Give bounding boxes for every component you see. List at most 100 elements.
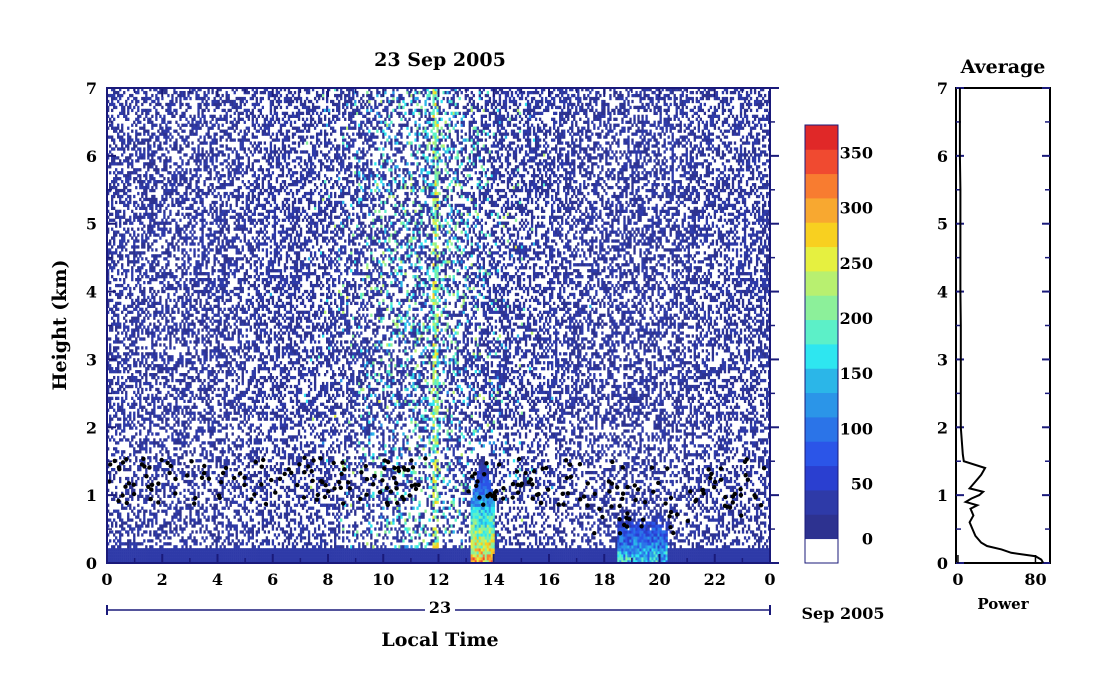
heatmap-cell — [201, 191, 204, 196]
heatmap-cell — [203, 429, 206, 433]
heatmap-cell — [161, 551, 164, 555]
heatmap-cell — [195, 96, 198, 101]
heatmap-cell — [229, 361, 232, 365]
heatmap-cell — [181, 93, 184, 98]
heatmap-cell — [167, 242, 170, 246]
heatmap-cell — [161, 310, 164, 314]
heatmap-cell — [147, 245, 150, 249]
heatmap-cell — [121, 245, 124, 249]
heatmap-cell — [129, 560, 132, 564]
heatmap-cell — [123, 527, 126, 531]
heatmap-cell — [171, 557, 174, 561]
heatmap-cell — [231, 497, 234, 501]
heatmap-cell — [211, 206, 214, 211]
heatmap-cell — [125, 248, 128, 252]
heatmap-cell — [233, 292, 236, 297]
heatmap-cell — [151, 432, 154, 436]
heatmap-cell — [175, 200, 178, 205]
heatmap-cell — [117, 515, 120, 519]
heatmap-cell — [119, 88, 122, 92]
heatmap-cell — [235, 384, 238, 389]
heatmap-cell — [177, 378, 180, 383]
heatmap-cell — [139, 399, 142, 403]
heatmap-cell — [145, 494, 148, 498]
heatmap-cell — [231, 334, 234, 338]
heatmap-cell — [167, 450, 170, 454]
heatmap-cell — [213, 518, 216, 522]
heatmap-cell — [219, 114, 222, 118]
heatmap-cell — [219, 408, 222, 412]
heatmap-cell — [217, 438, 220, 442]
heatmap-cell — [147, 539, 150, 543]
heatmap-cell — [173, 438, 176, 442]
heatmap-cell — [169, 132, 172, 136]
heatmap-cell — [235, 512, 238, 516]
heatmap-cell — [169, 426, 172, 430]
heatmap-cell — [149, 491, 152, 496]
heatmap-cell — [153, 515, 156, 519]
heatmap-cell — [183, 438, 186, 442]
heatmap-cell — [215, 551, 218, 555]
heatmap-cell — [237, 349, 240, 353]
heatmap-cell — [137, 266, 140, 270]
heatmap-cell — [221, 494, 224, 498]
heatmap-cell — [233, 194, 236, 199]
heatmap-cell — [179, 236, 182, 240]
heatmap-cell — [141, 494, 144, 498]
heatmap-cell — [207, 518, 210, 522]
heatmap-cell — [229, 239, 232, 243]
heatmap-cell — [215, 236, 218, 240]
heatmap-cell — [127, 180, 130, 184]
heatmap-cell — [143, 551, 146, 555]
heatmap-cell — [143, 191, 146, 196]
heatmap-cell — [163, 135, 166, 139]
heatmap-cell — [153, 557, 156, 561]
heatmap-cell — [175, 515, 178, 519]
heatmap-cell — [179, 194, 182, 199]
heatmap-cell — [123, 560, 126, 564]
heatmap-cell — [185, 352, 188, 356]
heatmap-cell — [217, 88, 220, 92]
heatmap-cell — [127, 384, 130, 389]
heatmap-cell — [169, 138, 172, 142]
heatmap-cell — [169, 209, 172, 213]
heatmap-cell — [133, 375, 136, 380]
heatmap-cell — [241, 521, 244, 525]
heatmap-cell — [193, 476, 196, 481]
heatmap-cell — [203, 289, 206, 294]
heatmap-cell — [179, 200, 182, 205]
heatmap-cell — [149, 227, 152, 231]
heatmap-cell — [235, 500, 238, 504]
heatmap-cell — [113, 476, 116, 481]
heatmap-cell — [109, 102, 112, 107]
heatmap-cell — [145, 96, 148, 101]
heatmap-cell — [139, 393, 142, 398]
heatmap-cell — [115, 126, 118, 130]
heatmap-cell — [205, 313, 208, 317]
heatmap-cell — [223, 191, 226, 196]
heatmap-cell — [243, 275, 246, 279]
heatmap-cell — [165, 194, 168, 199]
heatmap-cell — [229, 405, 232, 409]
heatmap-cell — [161, 105, 164, 110]
heatmap-cell — [135, 254, 138, 258]
heatmap-cell — [183, 325, 186, 329]
heatmap-cell — [197, 165, 200, 169]
heatmap-cell — [111, 126, 114, 130]
heatmap-cell — [155, 278, 158, 282]
heatmap-cell — [153, 260, 156, 264]
heatmap-cell — [127, 548, 130, 552]
heatmap-cell — [209, 120, 212, 124]
heatmap-cell — [191, 524, 194, 528]
heatmap-cell — [137, 476, 140, 481]
heatmap-cell — [151, 304, 154, 308]
heatmap-cell — [213, 304, 216, 308]
heatmap-cell — [219, 429, 222, 433]
heatmap-cell — [159, 180, 162, 184]
heatmap-cell — [223, 180, 226, 184]
heatmap-cell — [217, 331, 220, 335]
heatmap-cell — [131, 518, 134, 522]
heatmap-cell — [155, 313, 158, 317]
heatmap-cell — [179, 554, 182, 558]
heatmap-cell — [149, 96, 152, 101]
